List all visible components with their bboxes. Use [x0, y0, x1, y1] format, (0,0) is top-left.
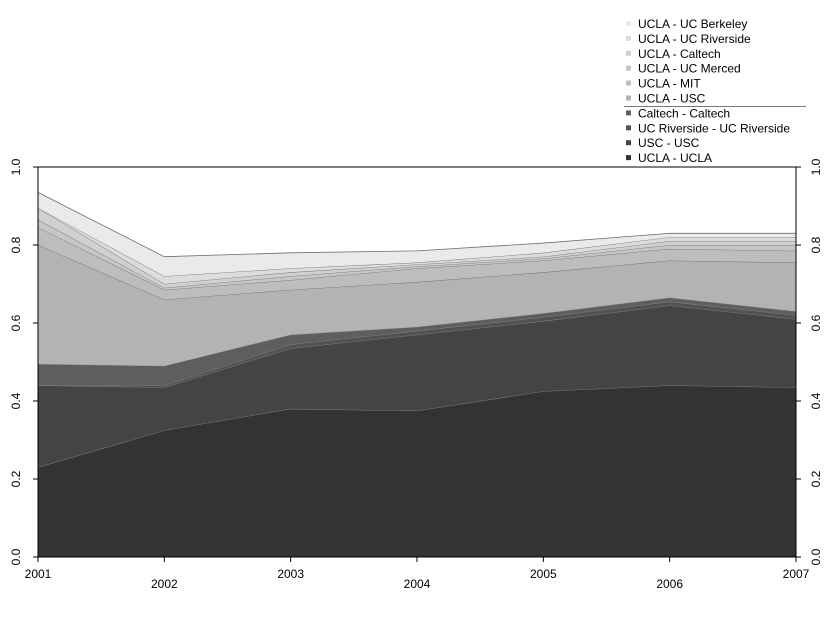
legend-label-ucla-uc-riverside: UCLA - UC Riverside: [638, 32, 751, 46]
y-tick-label-right: 1.0: [809, 158, 823, 175]
y-tick-label-right: 0.4: [809, 392, 823, 409]
x-tick-label: 2001: [25, 567, 52, 581]
area-ucla-ucla: [38, 385, 796, 557]
y-tick-label-right: 0.6: [809, 314, 823, 331]
legend-swatch-ucla-uc-riverside: [626, 35, 631, 41]
legend-label-uc-riverside-uc-riverside: UC Riverside - UC Riverside: [638, 121, 790, 135]
y-tick-label-left: 1.0: [9, 158, 23, 175]
x-tick-label: 2002: [151, 577, 178, 591]
x-tick-label: 2005: [530, 567, 557, 581]
legend-label-usc-usc: USC - USC: [638, 136, 700, 150]
legend-swatch-ucla-mit: [626, 80, 631, 86]
y-tick-label-left: 0.2: [9, 470, 23, 487]
legend-label-ucla-uc-merced: UCLA - UC Merced: [638, 62, 741, 76]
y-tick-label-right: 0.0: [809, 548, 823, 565]
boundary-ucla-uc-berkeley: [37, 191, 796, 258]
x-tick-label: 2006: [656, 577, 683, 591]
legend-swatch-caltech-caltech: [626, 110, 631, 116]
legend-swatch-uc-riverside-uc-riverside: [626, 125, 631, 131]
legend-swatch-ucla-uc-berkeley: [626, 21, 631, 26]
area-caltech-caltech: [38, 297, 796, 386]
legend-label-ucla-ucla: UCLA - UCLA: [638, 151, 712, 165]
area-uc-riverside-uc-riverside: [38, 301, 796, 388]
legend-label-caltech-caltech: Caltech - Caltech: [638, 106, 730, 120]
y-tick-label-left: 0.0: [9, 548, 23, 565]
x-tick-label: 2007: [783, 567, 810, 581]
y-tick-label-right: 0.2: [809, 470, 823, 487]
area-ucla-uc-berkeley: [38, 192, 796, 277]
legend-swatch-ucla-usc: [626, 95, 631, 101]
area-ucla-usc: [38, 245, 796, 366]
legend-swatch-ucla-ucla: [626, 155, 631, 161]
area-usc-usc: [38, 305, 796, 468]
legend-swatch-ucla-uc-merced: [626, 65, 631, 71]
legend-label-ucla-uc-berkeley: UCLA - UC Berkeley: [638, 17, 747, 31]
y-tick-label-left: 0.6: [9, 314, 23, 331]
y-tick-label-right: 0.8: [809, 236, 823, 253]
legend-label-ucla-usc: UCLA - USC: [638, 92, 706, 106]
y-tick-label-left: 0.4: [9, 392, 23, 409]
x-tick-label: 2004: [404, 577, 431, 591]
y-tick-label-left: 0.8: [9, 236, 23, 253]
legend-swatch-ucla-caltech: [626, 50, 631, 56]
x-tick-label: 2003: [277, 567, 304, 581]
legend-label-ucla-caltech: UCLA - Caltech: [638, 47, 721, 61]
legend-label-ucla-mit: UCLA - MIT: [638, 77, 701, 91]
legend-swatch-usc-usc: [626, 140, 631, 146]
